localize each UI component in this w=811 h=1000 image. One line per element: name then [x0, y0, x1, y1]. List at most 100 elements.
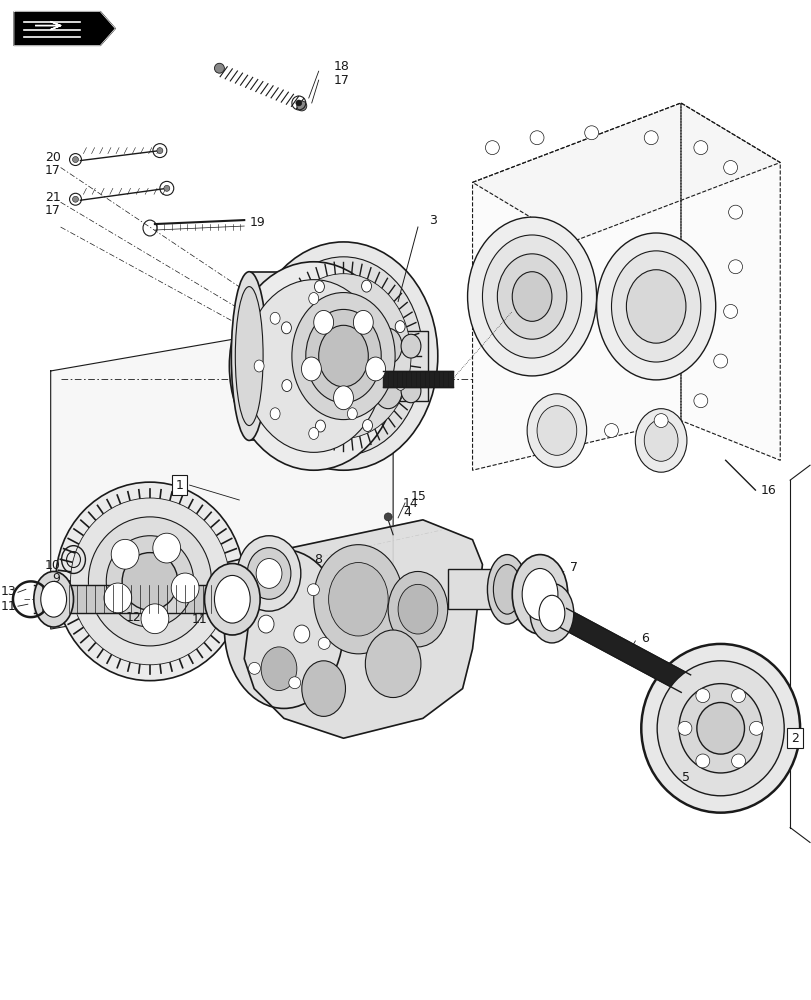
Ellipse shape: [333, 386, 353, 410]
Ellipse shape: [141, 604, 169, 634]
Ellipse shape: [318, 637, 330, 649]
Ellipse shape: [641, 644, 799, 813]
Ellipse shape: [536, 406, 576, 455]
Ellipse shape: [164, 185, 169, 191]
Ellipse shape: [363, 360, 373, 372]
Ellipse shape: [261, 647, 297, 691]
Ellipse shape: [365, 357, 385, 381]
Ellipse shape: [654, 414, 667, 428]
Ellipse shape: [247, 548, 290, 599]
Ellipse shape: [643, 131, 658, 145]
Ellipse shape: [302, 661, 345, 716]
Ellipse shape: [384, 513, 392, 521]
Text: 14: 14: [402, 497, 418, 510]
Ellipse shape: [363, 420, 372, 431]
Ellipse shape: [237, 536, 300, 611]
Ellipse shape: [530, 131, 543, 145]
Polygon shape: [472, 103, 779, 242]
Ellipse shape: [297, 101, 307, 111]
Ellipse shape: [104, 583, 131, 613]
Text: 18: 18: [333, 60, 349, 73]
Ellipse shape: [727, 205, 741, 219]
Ellipse shape: [328, 563, 388, 636]
Ellipse shape: [72, 196, 79, 202]
Ellipse shape: [584, 126, 598, 140]
Ellipse shape: [347, 408, 357, 420]
Ellipse shape: [318, 325, 368, 387]
Ellipse shape: [634, 409, 686, 472]
Text: 20: 20: [45, 151, 61, 164]
Text: 13: 13: [0, 585, 16, 598]
Text: 6: 6: [641, 632, 648, 645]
Ellipse shape: [539, 595, 564, 631]
Text: 17: 17: [333, 74, 349, 87]
Text: 21: 21: [45, 191, 61, 204]
Ellipse shape: [214, 63, 224, 73]
Ellipse shape: [611, 251, 700, 362]
Text: 9: 9: [53, 572, 61, 585]
Ellipse shape: [361, 280, 371, 292]
Text: 1: 1: [175, 479, 183, 492]
Ellipse shape: [56, 482, 244, 681]
Bar: [249, 272, 343, 440]
Ellipse shape: [281, 380, 291, 392]
Ellipse shape: [731, 754, 744, 768]
Ellipse shape: [204, 564, 260, 635]
Ellipse shape: [34, 571, 74, 627]
Ellipse shape: [512, 555, 567, 634]
Ellipse shape: [254, 360, 264, 372]
Ellipse shape: [111, 539, 139, 569]
Ellipse shape: [88, 517, 211, 646]
Text: 2: 2: [790, 732, 798, 745]
Text: 11: 11: [191, 613, 207, 626]
Polygon shape: [14, 12, 115, 45]
Text: 12: 12: [125, 611, 141, 624]
Ellipse shape: [643, 420, 677, 461]
Ellipse shape: [106, 536, 193, 627]
Ellipse shape: [530, 583, 573, 643]
Ellipse shape: [224, 550, 343, 708]
Ellipse shape: [677, 721, 691, 735]
Ellipse shape: [248, 662, 260, 674]
Ellipse shape: [258, 615, 273, 633]
Ellipse shape: [301, 357, 321, 381]
Ellipse shape: [276, 274, 410, 438]
Ellipse shape: [294, 625, 309, 643]
Polygon shape: [50, 311, 393, 629]
Ellipse shape: [289, 677, 300, 689]
Ellipse shape: [353, 310, 373, 334]
Ellipse shape: [397, 584, 437, 634]
Ellipse shape: [749, 721, 762, 735]
Ellipse shape: [315, 420, 325, 432]
Ellipse shape: [231, 272, 267, 440]
Ellipse shape: [656, 661, 783, 796]
Ellipse shape: [727, 260, 741, 274]
Ellipse shape: [295, 100, 302, 106]
Ellipse shape: [308, 428, 318, 439]
Ellipse shape: [313, 545, 402, 654]
Text: 16: 16: [759, 484, 775, 497]
Bar: [373, 331, 427, 401]
Ellipse shape: [291, 293, 395, 420]
Ellipse shape: [270, 408, 280, 420]
Ellipse shape: [307, 584, 319, 596]
Ellipse shape: [235, 287, 263, 426]
Polygon shape: [472, 103, 680, 470]
Ellipse shape: [678, 684, 762, 773]
Text: 17: 17: [45, 164, 61, 177]
Ellipse shape: [267, 569, 279, 581]
Ellipse shape: [693, 394, 707, 408]
Ellipse shape: [723, 161, 736, 174]
Ellipse shape: [713, 354, 727, 368]
Ellipse shape: [264, 257, 423, 455]
Text: 7: 7: [569, 561, 577, 574]
Ellipse shape: [374, 328, 401, 364]
Text: 17: 17: [45, 204, 61, 217]
Ellipse shape: [485, 141, 499, 155]
Ellipse shape: [244, 280, 383, 452]
Ellipse shape: [374, 373, 401, 409]
Polygon shape: [680, 103, 779, 460]
Ellipse shape: [308, 293, 318, 304]
Ellipse shape: [482, 235, 581, 358]
Bar: [447, 569, 507, 609]
